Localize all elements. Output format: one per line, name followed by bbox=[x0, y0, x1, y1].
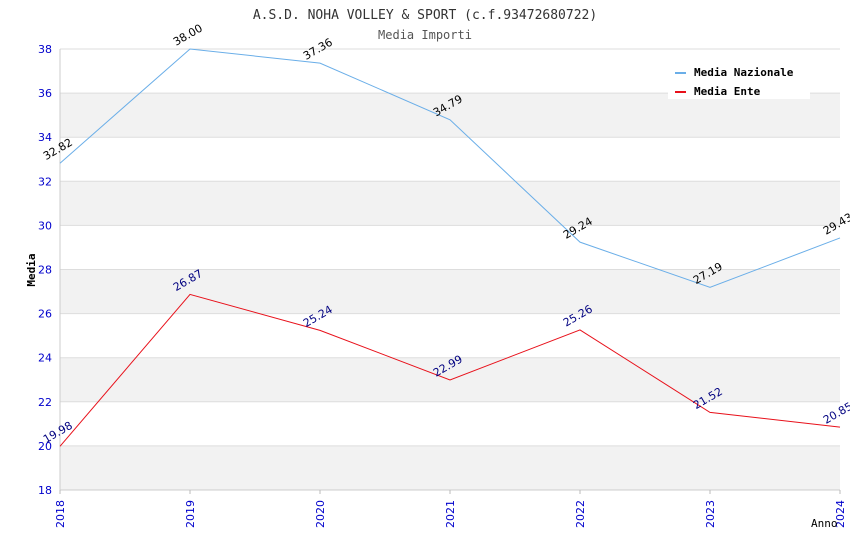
legend: Media Nazionale Media Ente bbox=[668, 59, 810, 99]
y-tick-labels: 18 20 22 24 26 28 30 32 34 36 38 bbox=[38, 43, 52, 497]
x-tick-label: 2019 bbox=[184, 500, 197, 528]
series-line-1 bbox=[59, 293, 841, 447]
data-label: 37.36 bbox=[301, 36, 335, 63]
x-tick-label: 2020 bbox=[314, 500, 327, 528]
x-tick-label: 2023 bbox=[704, 500, 717, 528]
legend-label: Media Ente bbox=[694, 85, 761, 98]
data-label: 20.85 bbox=[821, 400, 850, 427]
chart-title: A.S.D. NOHA VOLLEY & SPORT (c.f.93472680… bbox=[253, 8, 597, 23]
data-label: 19.98 bbox=[41, 419, 75, 446]
x-axis-label: Anno bbox=[811, 517, 838, 530]
y-tick-label: 38 bbox=[38, 43, 52, 56]
y-tick-label: 22 bbox=[38, 396, 52, 409]
plot-band bbox=[60, 269, 840, 314]
y-tick-label: 18 bbox=[38, 484, 52, 497]
x-tick-labels: 2018 2019 2020 2021 2022 2023 2024 bbox=[54, 500, 847, 528]
axes bbox=[59, 49, 841, 494]
x-tick-label: 2021 bbox=[444, 500, 457, 528]
plot-band bbox=[60, 93, 840, 138]
y-tick-label: 32 bbox=[38, 175, 52, 188]
y-tick-label: 28 bbox=[38, 264, 52, 277]
y-tick-label: 30 bbox=[38, 219, 52, 232]
grid-lines bbox=[60, 48, 840, 491]
y-tick-label: 26 bbox=[38, 308, 52, 321]
y-tick-label: 34 bbox=[38, 131, 52, 144]
y-axis-label: Media bbox=[25, 253, 38, 286]
legend-label: Media Nazionale bbox=[694, 66, 794, 79]
chart-subtitle: Media Importi bbox=[378, 28, 472, 42]
data-label: 38.00 bbox=[171, 22, 205, 49]
y-tick-label: 36 bbox=[38, 87, 52, 100]
series-line-0 bbox=[59, 48, 841, 288]
plot-band bbox=[60, 181, 840, 226]
legend-box bbox=[668, 59, 810, 99]
y-tick-label: 20 bbox=[38, 440, 52, 453]
x-tick-label: 2022 bbox=[574, 500, 587, 528]
series-lines bbox=[59, 48, 841, 447]
x-tick-label: 2024 bbox=[834, 500, 847, 528]
plot-band bbox=[60, 445, 840, 490]
x-tick-label: 2018 bbox=[54, 500, 67, 528]
y-tick-label: 24 bbox=[38, 352, 52, 365]
